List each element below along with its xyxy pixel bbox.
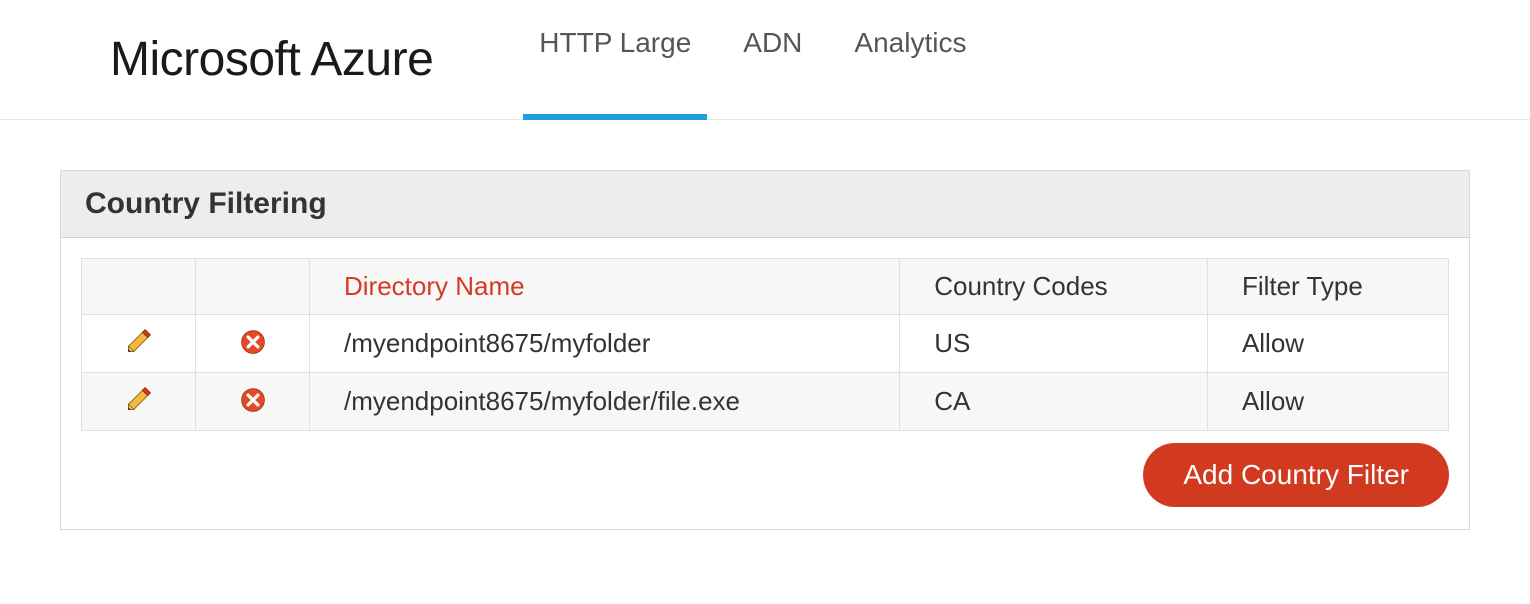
panel-title: Country Filtering — [61, 171, 1469, 238]
cell-directory: /myendpoint8675/myfolder/file.exe — [310, 373, 900, 431]
country-filter-table: Directory Name Country Codes Filter Type — [81, 258, 1449, 431]
cell-filter-type: Allow — [1207, 373, 1448, 431]
cell-country-codes: CA — [900, 373, 1208, 431]
tab-adn[interactable]: ADN — [737, 0, 808, 119]
add-country-filter-button[interactable]: Add Country Filter — [1143, 443, 1449, 507]
col-filter-type[interactable]: Filter Type — [1207, 259, 1448, 315]
edit-icon[interactable] — [123, 383, 155, 415]
tab-http-large[interactable]: HTTP Large — [533, 0, 697, 119]
panel-actions: Add Country Filter — [81, 443, 1449, 507]
cell-delete — [196, 315, 310, 373]
col-delete — [196, 259, 310, 315]
col-edit — [82, 259, 196, 315]
edit-icon[interactable] — [123, 325, 155, 357]
delete-icon[interactable] — [237, 326, 269, 358]
delete-icon[interactable] — [237, 384, 269, 416]
panel-body: Directory Name Country Codes Filter Type — [61, 238, 1469, 529]
nav-tabs: HTTP Large ADN Analytics — [533, 0, 972, 119]
topbar: Microsoft Azure HTTP Large ADN Analytics — [0, 0, 1530, 120]
cell-filter-type: Allow — [1207, 315, 1448, 373]
table-row: /myendpoint8675/myfolder/file.exe CA All… — [82, 373, 1449, 431]
cell-delete — [196, 373, 310, 431]
table-row: /myendpoint8675/myfolder US Allow — [82, 315, 1449, 373]
cell-directory: /myendpoint8675/myfolder — [310, 315, 900, 373]
country-filtering-panel: Country Filtering Directory Name Country… — [60, 170, 1470, 530]
table-header-row: Directory Name Country Codes Filter Type — [82, 259, 1449, 315]
cell-edit — [82, 373, 196, 431]
cell-edit — [82, 315, 196, 373]
brand-logo: Microsoft Azure — [110, 32, 433, 87]
tab-analytics[interactable]: Analytics — [848, 0, 972, 119]
col-directory-name[interactable]: Directory Name — [310, 259, 900, 315]
col-country-codes[interactable]: Country Codes — [900, 259, 1208, 315]
cell-country-codes: US — [900, 315, 1208, 373]
